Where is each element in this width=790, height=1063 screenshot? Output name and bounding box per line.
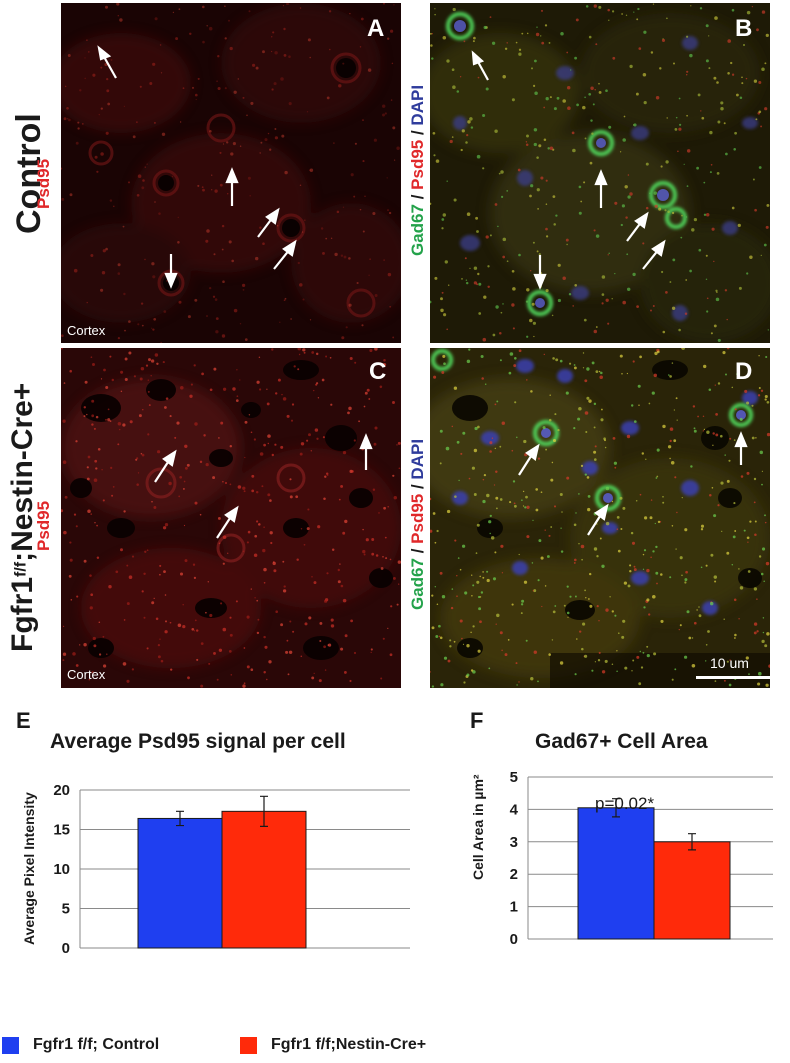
bar-mutant bbox=[221, 810, 307, 949]
panel-letter-a: A bbox=[367, 15, 385, 42]
separator: / bbox=[408, 479, 427, 494]
y-tick-label: 4 bbox=[510, 801, 519, 818]
panel-letter-c: C bbox=[369, 358, 387, 385]
genotype-mutant-label: Fgfr1 bbox=[6, 577, 39, 652]
y-tick-label: 5 bbox=[62, 901, 70, 918]
y-tick-label: 20 bbox=[53, 782, 70, 799]
chart-f-ylabel: Cell Area in µm² bbox=[470, 774, 486, 880]
arrow-annotations bbox=[471, 50, 666, 290]
merge-channel-label-top: Gad67 / Psd95 / DAPI bbox=[408, 85, 428, 256]
legend-item-mutant: Fgfr1 f/f;Nestin-Cre+ bbox=[240, 1036, 426, 1054]
panel-letter-f: F bbox=[470, 708, 484, 733]
dapi-label: DAPI bbox=[408, 84, 427, 126]
error-bar bbox=[176, 810, 184, 827]
region-label: Cortex bbox=[67, 667, 106, 682]
psd95-signal-image bbox=[61, 3, 401, 343]
arrow-annotations bbox=[154, 433, 373, 539]
y-tick-label: 15 bbox=[53, 822, 70, 839]
arrow-annotations bbox=[518, 431, 748, 536]
dapi-label: DAPI bbox=[408, 438, 427, 480]
y-tick-label: 2 bbox=[510, 866, 518, 883]
panel-letter-e: E bbox=[16, 708, 31, 733]
scale-bar-label: 10 um bbox=[710, 655, 749, 671]
merge-signal-image bbox=[430, 3, 770, 343]
y-tick-label: 0 bbox=[62, 940, 70, 957]
row-label-control-stain: Psd95 bbox=[34, 159, 54, 209]
chart-f-title: Gad67+ Cell Area bbox=[535, 730, 708, 753]
merge-channel-label-bottom: Gad67 / Psd95 / DAPI bbox=[408, 439, 428, 610]
separator: / bbox=[408, 543, 427, 559]
genotype-mutant-superscript: f/f bbox=[12, 561, 30, 577]
psd95-label: Psd95 bbox=[408, 493, 427, 544]
bar-mutant bbox=[653, 841, 731, 940]
micrograph-panel-b: B bbox=[430, 3, 770, 343]
bar-control bbox=[137, 817, 223, 949]
y-tick-label: 1 bbox=[510, 899, 518, 916]
separator: / bbox=[408, 189, 427, 205]
micrograph-panel-a: A Cortex bbox=[61, 3, 401, 343]
legend-swatch-mutant bbox=[240, 1036, 257, 1054]
panel-letter-d: D bbox=[735, 358, 753, 385]
psd95-stain-label: Psd95 bbox=[34, 158, 53, 209]
micrograph-panel-d: D 10 um bbox=[430, 348, 770, 688]
error-bar bbox=[688, 833, 696, 851]
panel-letter-b: B bbox=[735, 15, 753, 42]
psd95-signal-image bbox=[61, 348, 401, 688]
chart-e-title: Average Psd95 signal per cell bbox=[50, 730, 346, 753]
error-bar bbox=[612, 798, 620, 818]
region-label: Cortex bbox=[67, 323, 106, 338]
psd95-stain-label: Psd95 bbox=[34, 500, 53, 551]
row-label-mutant-stain: Psd95 bbox=[34, 501, 54, 551]
chart-e-plot: 0 5 10 15 20 bbox=[53, 782, 410, 957]
separator: / bbox=[408, 125, 427, 140]
error-bar bbox=[260, 795, 268, 827]
y-tick-label: 0 bbox=[510, 931, 518, 948]
legend-item-control: Fgfr1 f/f; Control bbox=[2, 1036, 159, 1054]
legend-label-mutant: Fgfr1 f/f;Nestin-Cre+ bbox=[271, 1036, 427, 1053]
y-tick-label: 5 bbox=[510, 769, 518, 786]
p-value-annotation: p=0.02* bbox=[595, 794, 654, 813]
gad67-label: Gad67 bbox=[408, 558, 427, 610]
micrograph-panel-c: C Cortex bbox=[61, 348, 401, 688]
legend-swatch-control bbox=[2, 1036, 19, 1054]
arrow-annotations bbox=[97, 45, 297, 289]
legend-label-control: Fgfr1 f/f; Control bbox=[33, 1036, 160, 1053]
y-tick-label: 3 bbox=[510, 834, 518, 851]
bar-control bbox=[577, 807, 655, 940]
chart-f-plot: 0 1 2 3 4 5 p=0.02* bbox=[510, 769, 773, 948]
gad67-label: Gad67 bbox=[408, 204, 427, 256]
y-tick-label: 10 bbox=[53, 861, 70, 878]
chart-e-ylabel: Average Pixel Intensity bbox=[21, 792, 37, 945]
psd95-label: Psd95 bbox=[408, 139, 427, 190]
scale-bar bbox=[696, 676, 770, 679]
merge-signal-image bbox=[430, 348, 770, 688]
